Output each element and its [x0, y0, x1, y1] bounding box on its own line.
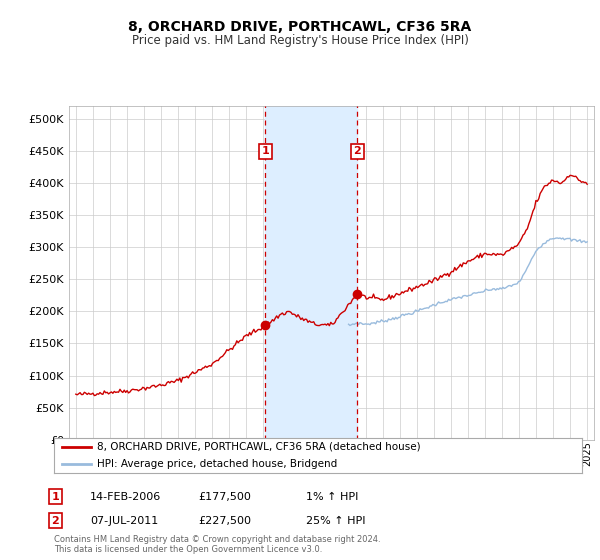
Text: 2: 2	[52, 516, 59, 526]
Text: 07-JUL-2011: 07-JUL-2011	[90, 516, 158, 526]
Text: 1: 1	[262, 146, 269, 156]
Text: 1% ↑ HPI: 1% ↑ HPI	[306, 492, 358, 502]
Text: Contains HM Land Registry data © Crown copyright and database right 2024.
This d: Contains HM Land Registry data © Crown c…	[54, 535, 380, 554]
Text: 14-FEB-2006: 14-FEB-2006	[90, 492, 161, 502]
Text: 2: 2	[353, 146, 361, 156]
Text: 1: 1	[52, 492, 59, 502]
Text: 25% ↑ HPI: 25% ↑ HPI	[306, 516, 365, 526]
Bar	[265, 106, 358, 440]
Text: £177,500: £177,500	[198, 492, 251, 502]
Text: 8, ORCHARD DRIVE, PORTHCAWL, CF36 5RA: 8, ORCHARD DRIVE, PORTHCAWL, CF36 5RA	[128, 20, 472, 34]
Text: 8, ORCHARD DRIVE, PORTHCAWL, CF36 5RA (detached house): 8, ORCHARD DRIVE, PORTHCAWL, CF36 5RA (d…	[97, 442, 421, 452]
Text: HPI: Average price, detached house, Bridgend: HPI: Average price, detached house, Brid…	[97, 459, 338, 469]
Text: Price paid vs. HM Land Registry's House Price Index (HPI): Price paid vs. HM Land Registry's House …	[131, 34, 469, 46]
Text: £227,500: £227,500	[198, 516, 251, 526]
